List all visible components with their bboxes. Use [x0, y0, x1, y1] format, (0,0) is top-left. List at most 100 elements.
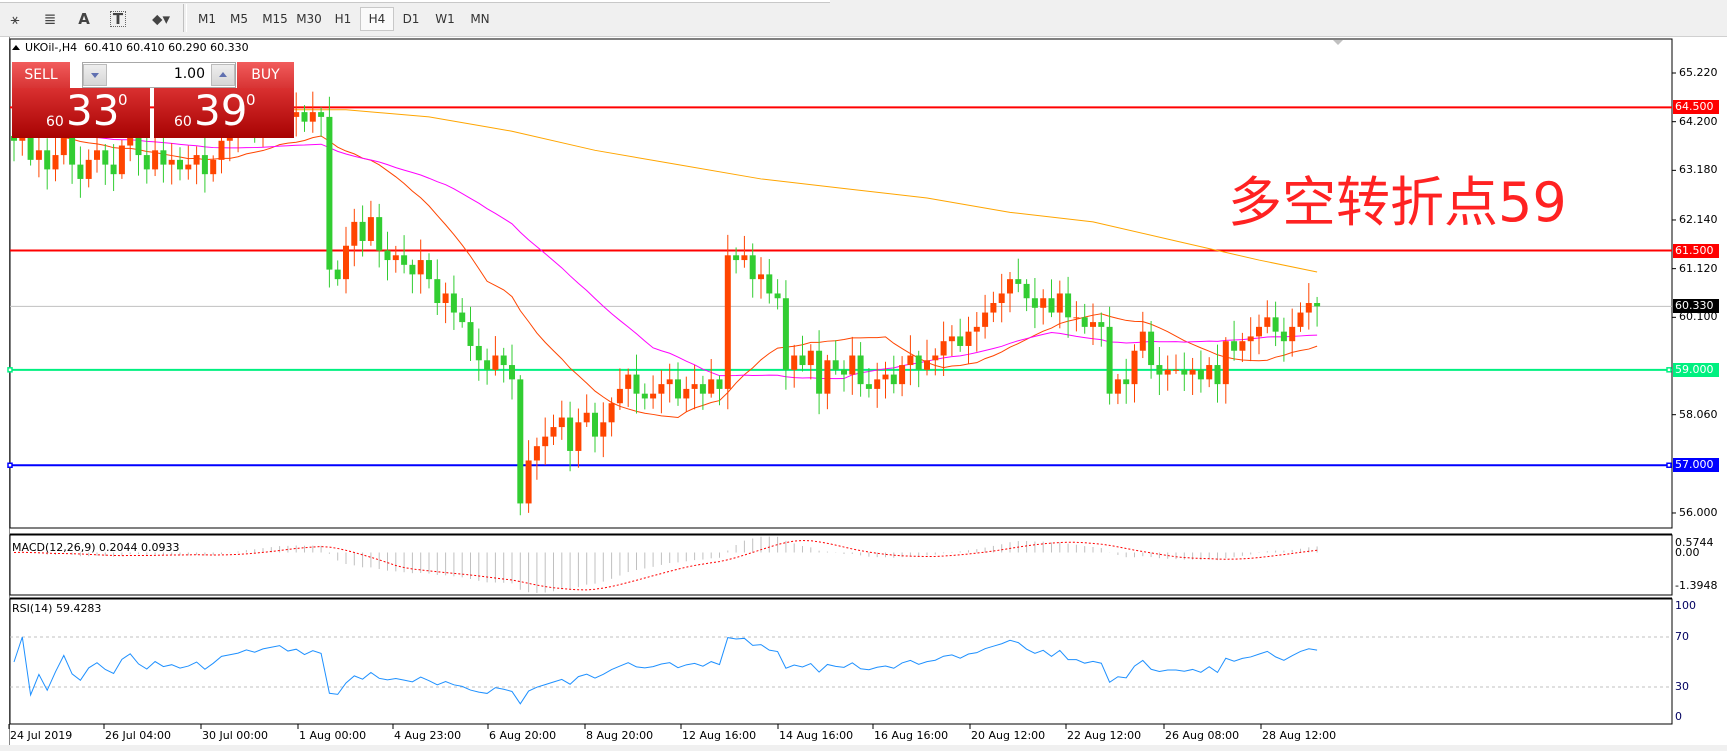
hline-handle-left — [7, 462, 13, 469]
ohlc-values: 60.410 60.410 60.290 60.330 — [84, 41, 249, 54]
candle-bull — [791, 355, 798, 370]
candle-bear — [832, 360, 839, 370]
hline-handle-right — [1666, 462, 1672, 469]
time-axis-label: 14 Aug 16:00 — [779, 729, 854, 742]
candle-bear — [865, 384, 872, 389]
lot-size-input[interactable]: 1.00 — [82, 62, 236, 88]
candle-bull — [965, 331, 972, 346]
candle-bull — [1056, 293, 1063, 313]
candle-bear — [1148, 331, 1155, 366]
price-line-tag: 57.000 — [1673, 458, 1719, 473]
candle-bear — [102, 150, 109, 165]
candle-bear — [1181, 369, 1188, 375]
candle-bear — [409, 264, 416, 275]
macd-signal-line — [13, 539, 1318, 591]
buy-price-prefix: 60 — [174, 114, 192, 130]
fibonacci-icon[interactable]: ≣ — [43, 10, 57, 28]
price-line-tag: 60.330 — [1673, 299, 1719, 314]
text-icon[interactable]: A — [78, 10, 90, 28]
candle-bull — [492, 355, 499, 370]
candle-bear — [782, 298, 789, 370]
candle-bear — [675, 379, 681, 399]
one-click-trading-panel: SELL 1.00 BUY 60 33 0 60 39 0 — [12, 62, 294, 138]
macd-axis-label: 0.5744 — [1675, 536, 1714, 549]
candle-bear — [1031, 298, 1038, 308]
candle-bull — [1264, 317, 1271, 327]
rsi-label: RSI(14) 59.4283 — [12, 602, 102, 615]
candle-bull — [210, 159, 217, 175]
rsi-line — [13, 636, 1318, 705]
candle-bear — [475, 345, 482, 361]
timeframe-m5[interactable]: M5 — [230, 12, 248, 26]
candle-bull — [1305, 303, 1312, 313]
buy-price-main: 39 — [194, 86, 248, 135]
annotation-text[interactable]: 多空转折点59 — [1228, 171, 1567, 234]
rsi-axis-label: 70 — [1675, 630, 1689, 643]
time-axis-label: 26 Aug 08:00 — [1165, 729, 1240, 742]
timeframe-w1[interactable]: W1 — [435, 12, 455, 26]
candle-bull — [118, 145, 125, 175]
collapse-triangle-icon[interactable] — [12, 45, 20, 50]
candle-bear — [1106, 326, 1113, 394]
candle-bull — [583, 412, 590, 423]
arrow-down-icon — [91, 73, 99, 78]
candle-bear — [500, 355, 507, 366]
candle-bull — [94, 150, 100, 160]
candle-bull — [1297, 312, 1304, 327]
candle-bear — [135, 131, 142, 156]
time-axis-label: 4 Aug 23:00 — [394, 729, 462, 742]
sell-price-box[interactable]: 60 33 0 — [12, 86, 150, 138]
toolbar-separator — [183, 4, 187, 32]
time-axis-label: 6 Aug 20:00 — [489, 729, 557, 742]
candle-bear — [766, 274, 773, 294]
lot-value[interactable]: 1.00 — [173, 66, 205, 82]
macd-axis-label: 0.00 — [1675, 546, 1700, 559]
timeframe-mn[interactable]: MN — [470, 12, 490, 26]
macd-label: MACD(12,26,9) 0.2044 0.0933 — [12, 541, 180, 554]
text-label-icon[interactable]: T — [110, 11, 126, 27]
candle-bear — [890, 374, 897, 385]
buy-button[interactable]: BUY — [237, 62, 294, 89]
indicators-icon[interactable]: ⚹ — [10, 10, 20, 28]
status-strip — [0, 745, 1727, 751]
candle-bear — [426, 260, 432, 280]
candle-bull — [625, 374, 632, 389]
timeframe-d1[interactable]: D1 — [402, 12, 420, 26]
candle-bear — [733, 255, 740, 261]
timeframe-m15[interactable]: M15 — [262, 12, 288, 26]
sell-price-sup: 0 — [118, 91, 128, 109]
candle-bear — [44, 150, 51, 170]
lot-increase-button[interactable] — [211, 64, 235, 86]
arrows-icon[interactable]: ⬥▾ — [151, 10, 171, 28]
candle-bull — [608, 403, 615, 423]
candle-bear — [334, 269, 341, 280]
time-axis-label: 12 Aug 16:00 — [682, 729, 757, 742]
candle-bear — [401, 255, 408, 265]
timeframe-m30[interactable]: M30 — [296, 12, 322, 26]
timeframe-h1[interactable]: H1 — [334, 12, 352, 26]
candle-bull — [1040, 298, 1047, 308]
candle-bull — [60, 135, 67, 156]
candle-bull — [127, 131, 134, 146]
candle-bear — [699, 384, 706, 394]
timeframe-m1[interactable]: M1 — [198, 12, 216, 26]
ma-slow-line — [263, 109, 1318, 273]
candle-bull — [1007, 279, 1013, 294]
candle-bull — [1239, 341, 1246, 351]
buy-price-box[interactable]: 60 39 0 — [154, 86, 294, 138]
price-axis-label: 65.220 — [1679, 66, 1718, 79]
candle-bear — [376, 217, 383, 251]
candle-bear — [77, 164, 84, 179]
hline-handle-left — [7, 367, 13, 373]
timeframe-h4[interactable]: H4 — [360, 7, 394, 31]
candle-bear — [1156, 365, 1163, 375]
candle-bull — [1256, 326, 1262, 337]
candle-bull — [152, 150, 159, 170]
sell-button[interactable]: SELL — [12, 62, 70, 89]
candle-bear — [326, 116, 333, 270]
chart-shift-marker-icon — [1333, 40, 1343, 45]
arrow-up-icon — [219, 72, 227, 77]
lot-decrease-button[interactable] — [83, 64, 107, 86]
candle-bull — [343, 245, 349, 280]
